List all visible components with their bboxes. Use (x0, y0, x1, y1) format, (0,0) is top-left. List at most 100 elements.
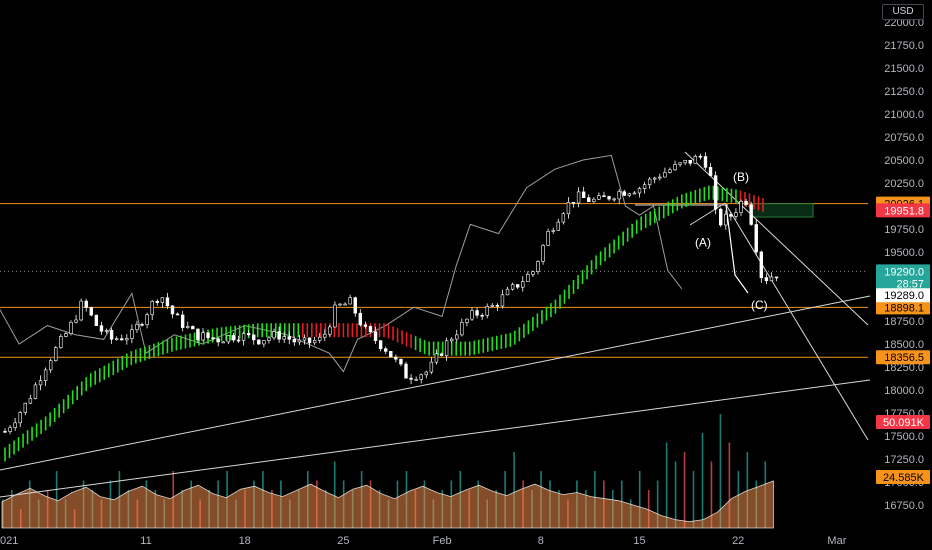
candle-body (120, 338, 124, 341)
candle-body (637, 188, 642, 194)
y-tick-label: 16750.0 (884, 500, 924, 512)
volume-ma-badge-bg (876, 470, 930, 484)
candle-body (180, 314, 185, 328)
candle-body (744, 201, 748, 205)
candle-body (592, 198, 596, 202)
target-zone-box (749, 203, 814, 218)
candle-body (627, 193, 632, 196)
candle-body (323, 333, 327, 338)
wave-label: (A) (695, 235, 711, 249)
candle-body (267, 337, 271, 341)
volume-bar (719, 414, 722, 528)
candle-body (622, 191, 626, 196)
level-price-badge-bg (876, 300, 930, 315)
cloud-line-path (0, 154, 683, 373)
candle-body (79, 300, 83, 321)
candle-body (587, 197, 591, 202)
candle-body (328, 326, 332, 335)
candle-body (708, 167, 713, 176)
candle-body (348, 297, 352, 305)
candle-body (191, 326, 195, 330)
candle-body (749, 204, 753, 225)
candle-body (460, 322, 464, 336)
candle-body (155, 300, 159, 303)
trendline (0, 379, 871, 498)
candle-body (89, 307, 93, 316)
candle-body (455, 334, 459, 340)
y-tick-label: 19500.0 (884, 247, 924, 259)
candle-body (769, 276, 774, 282)
candle-body (186, 326, 190, 328)
candle-body (515, 284, 520, 288)
y-tick-label: 22000.0 (884, 17, 924, 29)
level-price-badge-bg (876, 350, 930, 365)
candle-body (114, 338, 119, 340)
volume-bar (728, 442, 731, 528)
candle-body (262, 340, 266, 345)
candle-body (414, 379, 418, 381)
candle-body (571, 202, 576, 204)
candle-body (216, 338, 220, 343)
candle-body (566, 202, 571, 215)
candle-body (399, 358, 403, 365)
x-tick-label: 15 (633, 535, 645, 547)
candle-body (729, 213, 733, 217)
candle-body (500, 294, 505, 307)
y-tick-label: 19750.0 (884, 224, 924, 236)
candle-body (419, 374, 423, 380)
candle-body (470, 310, 474, 320)
candle-body (719, 208, 723, 226)
time-axis[interactable]: 021 11 18 25 Feb 8 15 22 Mar (0, 535, 847, 547)
candle-body (713, 175, 718, 210)
x-tick-label: 8 (538, 535, 544, 547)
candle-body (439, 353, 444, 356)
y-tick-label: 20500.0 (884, 155, 924, 167)
x-tick-label: Feb (433, 535, 452, 547)
candle-body (597, 195, 601, 200)
currency-label[interactable]: USD (882, 4, 924, 20)
candle-body (160, 297, 165, 303)
candle-body (201, 332, 205, 341)
candle-body (602, 195, 606, 198)
candle-body (663, 172, 667, 178)
candle-body (165, 297, 170, 307)
volume-bar (638, 471, 641, 528)
volume-bar (333, 461, 336, 528)
candle-body (130, 329, 134, 339)
candle-body (774, 276, 779, 279)
candle-body (363, 324, 368, 327)
trendline (0, 295, 871, 471)
candle-body (678, 162, 682, 165)
candle-body (429, 361, 434, 373)
y-tick-label: 17250.0 (884, 454, 924, 466)
candle-body (282, 336, 286, 340)
candle-body (333, 304, 337, 328)
candle-body (125, 338, 129, 341)
candle-body (236, 339, 241, 342)
x-tick-label: Mar (827, 535, 846, 547)
candle-body (135, 324, 139, 330)
candle-body (673, 164, 677, 171)
volume-bar (674, 461, 677, 528)
volume-bar (513, 452, 515, 528)
x-tick-label: 18 (239, 535, 251, 547)
candle-body (33, 384, 38, 399)
candle-body (536, 261, 540, 272)
candle-body (703, 156, 708, 168)
candle-body (353, 297, 357, 314)
candle-body (307, 337, 312, 344)
candle-body (475, 310, 479, 316)
candle-body (617, 191, 621, 200)
candle-body (561, 213, 566, 223)
candle-body (754, 224, 758, 253)
candle-body (302, 337, 307, 341)
trendline (689, 202, 726, 226)
candle-body (54, 347, 58, 361)
candle-body (145, 314, 149, 325)
wave-c-leg (725, 204, 749, 294)
volume-pane (1, 414, 774, 529)
price-badge: 19951.8 (884, 205, 924, 217)
candle-body (541, 245, 545, 262)
y-tick-label: 21750.0 (884, 40, 924, 52)
